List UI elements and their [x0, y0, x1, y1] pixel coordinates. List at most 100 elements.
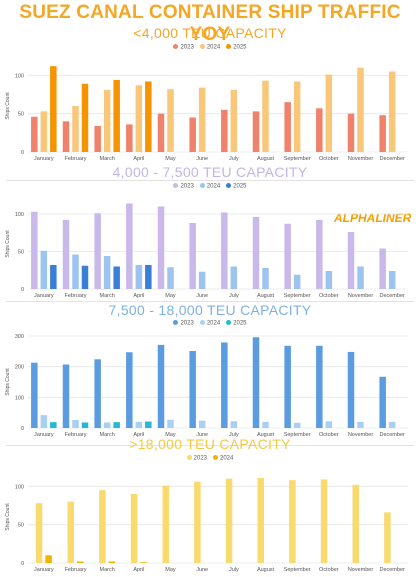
bar-2025-february [81, 265, 89, 289]
legend-label: 2023 [180, 320, 194, 327]
bar-2024-december [388, 421, 396, 428]
bar-2023-september [284, 345, 291, 428]
bar-2023-february [62, 121, 70, 152]
bar-2023-june [189, 351, 196, 428]
bar-2024-july [230, 421, 238, 428]
x-tick-label: August [257, 432, 275, 438]
main-title: SUEZ CANAL CONTAINER SHIP TRAFFIC YOY [19, 2, 401, 45]
bar-2023-january [31, 211, 38, 289]
bar-2025-march [113, 79, 120, 152]
bar-2023-october [320, 479, 328, 563]
x-tick-label: January [34, 293, 54, 299]
bar-2023-september [289, 480, 296, 563]
x-tick-label: June [196, 293, 208, 299]
bar-2024-march [108, 561, 116, 563]
legend-swatch [226, 44, 232, 49]
x-tick-label: November [348, 567, 374, 573]
legend-item: 2023 [173, 44, 194, 51]
legend-item: 2025 [226, 44, 247, 51]
legend-swatch [173, 183, 179, 188]
bar-2024-may [167, 419, 174, 428]
x-tick-label: October [319, 156, 339, 162]
legend-label: 2025 [233, 44, 247, 51]
bar-2024-july [230, 89, 238, 152]
legend-label: 2023 [180, 44, 194, 51]
chart-2-legend: 2023 2024 2025 [0, 183, 420, 190]
x-tick-label: April [133, 156, 144, 162]
bar-2023-may [157, 344, 165, 428]
bar-2024-april [135, 421, 143, 428]
bar-2024-august [262, 80, 269, 152]
y-axis-label: Ships Count [5, 503, 11, 531]
x-tick-label: October [319, 567, 339, 573]
y-tick-label: 50 [18, 250, 24, 256]
bar-2023-april [126, 124, 133, 152]
bar-2023-february [62, 220, 70, 289]
bar-2024-january [45, 555, 52, 563]
bar-2025-april [145, 421, 152, 428]
y-tick-label: 0 [21, 150, 24, 156]
x-tick-label: July [229, 156, 239, 162]
legend-item: 2024 [199, 320, 221, 327]
bar-2025-march [113, 422, 120, 428]
bar-2025-february [81, 83, 89, 152]
bar-2024-january [40, 111, 48, 152]
legend-swatch [199, 44, 205, 49]
x-tick-label: June [196, 432, 208, 438]
bar-2024-january [40, 250, 48, 289]
y-tick-label: 100 [15, 73, 24, 79]
chart-4-plot: 0 50 100 Ships Count January February March Apr… [5, 477, 408, 573]
bar-2024-april [140, 562, 147, 563]
legend-label: 2024 [206, 183, 221, 190]
legend-item: 2024 [213, 455, 233, 462]
legend-label: 2024 [206, 320, 221, 327]
bar-2024-march [103, 422, 111, 428]
bar-2024-february [72, 106, 79, 152]
legend-item: 2025 [226, 183, 247, 190]
bar-2023-september [284, 223, 291, 289]
x-tick-label: January [34, 432, 54, 438]
x-tick-label: February [64, 432, 86, 438]
bar-2024-march [103, 256, 111, 289]
x-tick-label: December [379, 156, 405, 162]
bar-2023-november [347, 351, 355, 428]
x-tick-label: March [100, 567, 115, 573]
x-tick-label: August [257, 567, 275, 573]
bar-2024-february [72, 254, 79, 289]
bar-2024-august [262, 268, 269, 289]
bar-2024-february [77, 561, 84, 563]
x-tick-label: September [284, 156, 311, 162]
bar-2023-october [316, 345, 323, 428]
bar-2023-february [67, 501, 74, 563]
x-tick-label: April [133, 293, 144, 299]
bar-2023-january [31, 116, 38, 152]
legend-swatch [186, 455, 192, 460]
bar-2024-november [357, 421, 364, 428]
x-tick-label: August [257, 156, 275, 162]
bar-2023-may [157, 206, 165, 289]
bar-2023-august [252, 217, 260, 289]
bar-2024-june [198, 271, 206, 289]
bar-2023-july [221, 342, 228, 428]
x-tick-label: November [348, 293, 374, 299]
x-tick-label: November [348, 156, 374, 162]
x-tick-label: December [379, 432, 405, 438]
bar-2025-march [113, 266, 120, 289]
bar-2023-october [316, 220, 323, 289]
bar-2024-october [325, 74, 333, 152]
x-tick-label: February [64, 293, 86, 299]
bar-2023-july [221, 109, 228, 152]
legend-item: 2023 [186, 455, 207, 462]
legend-label: 2024 [206, 44, 221, 51]
x-tick-label: September [284, 567, 311, 573]
bar-2024-june [198, 420, 206, 428]
bar-2024-april [135, 85, 143, 152]
chart-4-title: >18,000 TEU CAPACITY [129, 436, 291, 452]
bar-2025-january [50, 265, 57, 289]
x-tick-label: December [379, 567, 405, 573]
y-tick-label: 0 [21, 561, 24, 567]
legend-swatch [199, 320, 205, 325]
legend-label: 2023 [180, 183, 194, 190]
x-tick-label: December [379, 293, 405, 299]
x-tick-label: July [229, 567, 239, 573]
